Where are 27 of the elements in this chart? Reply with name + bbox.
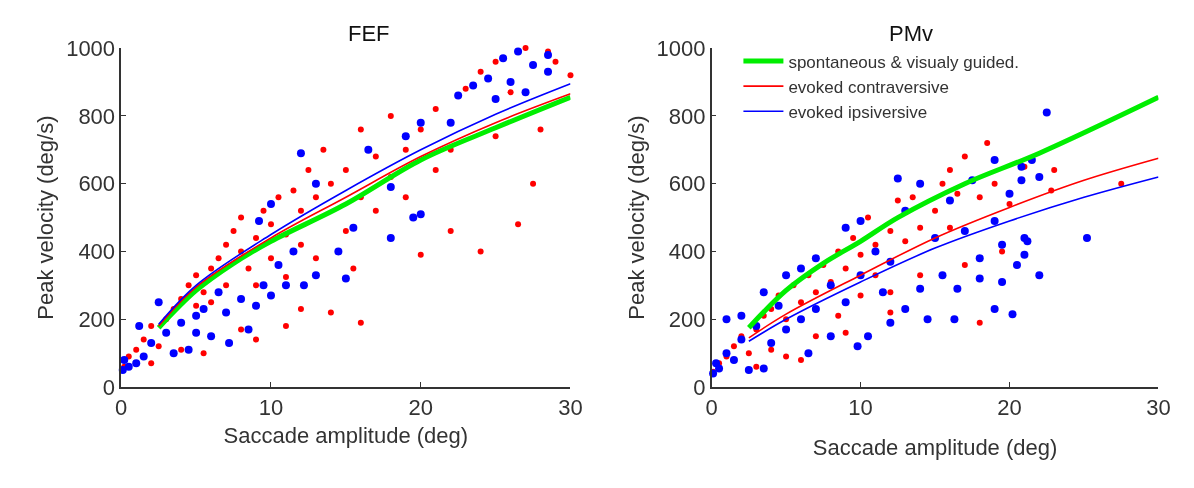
y-tick-label: 800 bbox=[668, 103, 706, 129]
x-tick-label: 20 bbox=[408, 395, 433, 421]
y-tick-label: 1000 bbox=[66, 35, 116, 61]
y-tick-label: 200 bbox=[668, 306, 706, 332]
x-axis-title: Saccade amplitude (deg) bbox=[812, 434, 1058, 460]
y-tick-label: 400 bbox=[78, 239, 116, 265]
y-tick-label: 800 bbox=[78, 103, 116, 129]
legend-label: spontaneous & visualy guided. bbox=[788, 52, 1020, 72]
chart-title: FEF bbox=[348, 21, 390, 46]
x-tick-label: 10 bbox=[848, 395, 873, 421]
x-tick-label: 30 bbox=[558, 395, 583, 421]
x-tick-label: 30 bbox=[1146, 395, 1171, 421]
legend-label: evoked contraversive bbox=[788, 77, 950, 97]
y-tick-label: 200 bbox=[78, 306, 116, 332]
chart-title: PMv bbox=[889, 21, 933, 46]
y-tick-label: 0 bbox=[693, 374, 706, 400]
x-tick-label: 20 bbox=[997, 395, 1022, 421]
y-tick-label: 600 bbox=[668, 171, 706, 197]
y-axis-title: Peak velocity (deg/s) bbox=[33, 115, 59, 320]
legend-label: evoked ipsiversive bbox=[788, 102, 928, 122]
y-tick-label: 1000 bbox=[656, 35, 706, 61]
y-tick-label: 400 bbox=[668, 239, 706, 265]
x-axis-title: Saccade amplitude (deg) bbox=[223, 422, 469, 448]
x-tick-label: 10 bbox=[258, 395, 284, 421]
y-axis-title: Peak velocity (deg/s) bbox=[623, 115, 649, 320]
y-tick-label: 600 bbox=[78, 171, 116, 197]
y-tick-label: 0 bbox=[102, 374, 116, 400]
